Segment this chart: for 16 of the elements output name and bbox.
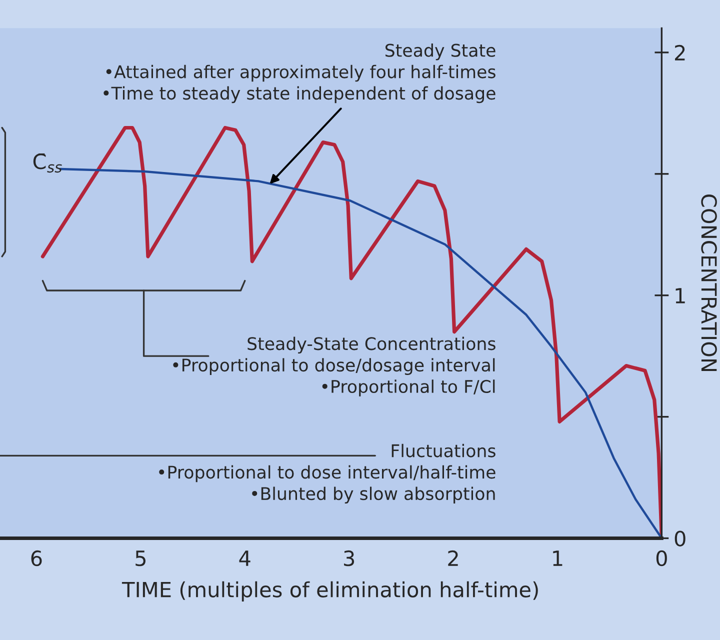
x-tick-label: 1 — [553, 550, 562, 566]
y-tick-label: 2 — [675, 44, 685, 60]
x-tick-label: 6 — [31, 550, 42, 566]
x-axis-title: TIME (multiples of elimination half-time) — [122, 581, 538, 602]
annotation: Fluctuations •Proportional to dose interval/half-time •Blunted by slow absorption — [159, 444, 496, 504]
y-tick-label: 0 — [674, 530, 686, 546]
x-tick-label: 5 — [136, 550, 146, 566]
annotation: Steady-State Concentrations •Proportional to dose/dosage interval •Proportional to F/Cl — [173, 336, 496, 396]
annotation: C̄$_{ss}$ — [33, 153, 62, 173]
x-tick-label: 0 — [656, 550, 667, 566]
x-tick-label: 3 — [344, 550, 354, 566]
y-tick-label: 1 — [676, 288, 685, 304]
annotation: Steady State •Attained after approximately four half-times •Time to steady state independent of dosage — [104, 43, 496, 104]
x-tick-label: 4 — [239, 550, 250, 566]
x-tick-label: 2 — [448, 550, 458, 566]
y-axis-title: CONCENTRATION — [701, 194, 717, 371]
